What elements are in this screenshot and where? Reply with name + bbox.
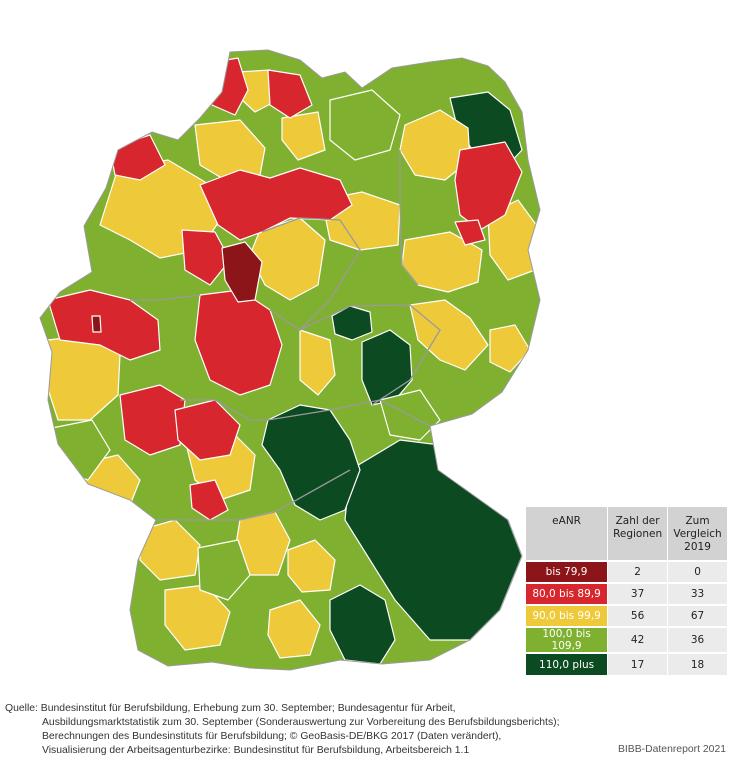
region-red-berlin bbox=[454, 219, 486, 246]
report-credit: BIBB-Datenreport 2021 bbox=[617, 744, 726, 755]
legend-header-compare-line3: 2019 bbox=[684, 541, 711, 553]
region-red-ruhr bbox=[47, 289, 161, 361]
source-line-4: Visualisierung der Arbeitsagenturbezirke… bbox=[42, 745, 470, 756]
region-red-sh-east bbox=[267, 69, 313, 119]
region-red-lower-saxony bbox=[199, 167, 353, 241]
legend-region-count: 17 bbox=[607, 652, 669, 675]
source-line-1: Quelle: Bundesinstitut für Berufsbildung… bbox=[5, 703, 456, 714]
legend-region-count: 42 bbox=[607, 626, 669, 653]
region-red-nrw-south bbox=[119, 384, 186, 456]
legend-category-swatch: 100,0 bis 109,9 bbox=[526, 626, 609, 653]
region-dark-green-bavaria-north bbox=[261, 404, 361, 521]
region-dark-green-south bbox=[329, 584, 396, 665]
region-yellow-sh-east bbox=[281, 111, 326, 161]
region-green-bw bbox=[197, 539, 251, 601]
region-yellow-bavaria-mid bbox=[287, 539, 336, 593]
region-red-hessen-south bbox=[189, 479, 229, 521]
source-line-2: Ausbildungsmarktstatistik zum 30. Septem… bbox=[42, 717, 560, 728]
legend-header-compare-line2: Vergleich bbox=[673, 528, 722, 540]
legend-row: bis 79,9 2 0 bbox=[526, 560, 728, 583]
germany-choropleth-map bbox=[39, 49, 541, 671]
legend-header-compare: Zum Vergleich 2019 bbox=[667, 507, 728, 561]
region-yellow-saxony bbox=[409, 299, 489, 371]
germany-outline bbox=[39, 49, 541, 671]
region-darkred-nienburg bbox=[221, 241, 263, 303]
legend-compare-2019: 0 bbox=[667, 560, 728, 583]
map-panel bbox=[20, 20, 590, 700]
legend-table: eANR Zahl der Regionen Zum Vergleich 201… bbox=[526, 507, 728, 675]
legend-category-swatch: 110,0 plus bbox=[526, 652, 609, 675]
legend-header-category: eANR bbox=[526, 507, 609, 561]
legend-compare-2019: 67 bbox=[667, 604, 728, 627]
legend-header-compare-line1: Zum bbox=[685, 515, 710, 527]
legend-compare-2019: 18 bbox=[667, 652, 728, 675]
state-borders bbox=[130, 150, 441, 521]
region-green-mv bbox=[329, 89, 401, 161]
legend-region-count: 37 bbox=[607, 582, 669, 605]
legend-region-count: 56 bbox=[607, 604, 669, 627]
region-yellow-saxony-east bbox=[489, 324, 531, 373]
legend-header-count-line1: Zahl der bbox=[615, 515, 660, 527]
legend-compare-2019: 36 bbox=[667, 626, 728, 653]
region-yellow-bavaria-sw bbox=[267, 599, 321, 659]
region-yellow-thuringia-west bbox=[299, 329, 336, 396]
legend-row: 110,0 plus 17 18 bbox=[526, 652, 728, 675]
region-red-lower-saxony-2 bbox=[181, 229, 231, 286]
source-line-3: Berechnungen des Bundesinstituts für Ber… bbox=[42, 731, 502, 742]
legend-header-row: eANR Zahl der Regionen Zum Vergleich 201… bbox=[526, 507, 728, 561]
legend-header-count-line2: Regionen bbox=[613, 528, 663, 540]
legend-category-swatch: 80,0 bis 89,9 bbox=[526, 582, 609, 605]
legend-category-swatch: 90,0 bis 99,9 bbox=[526, 604, 609, 627]
region-darkred-ruhr bbox=[91, 315, 102, 333]
legend-region-count: 2 bbox=[607, 560, 669, 583]
legend-header-category-label: eANR bbox=[552, 515, 581, 527]
legend-row: 100,0 bis 109,9 42 36 bbox=[526, 626, 728, 653]
source-note: Quelle: Bundesinstitut für Berufsbildung… bbox=[5, 702, 565, 758]
legend-row: 80,0 bis 89,9 37 33 bbox=[526, 582, 728, 605]
legend-header-count: Zahl der Regionen bbox=[607, 507, 669, 561]
legend-row: 90,0 bis 99,9 56 67 bbox=[526, 604, 728, 627]
legend-compare-2019: 33 bbox=[667, 582, 728, 605]
legend-category-swatch: bis 79,9 bbox=[526, 560, 609, 583]
region-red-brandenburg-east bbox=[454, 141, 523, 231]
